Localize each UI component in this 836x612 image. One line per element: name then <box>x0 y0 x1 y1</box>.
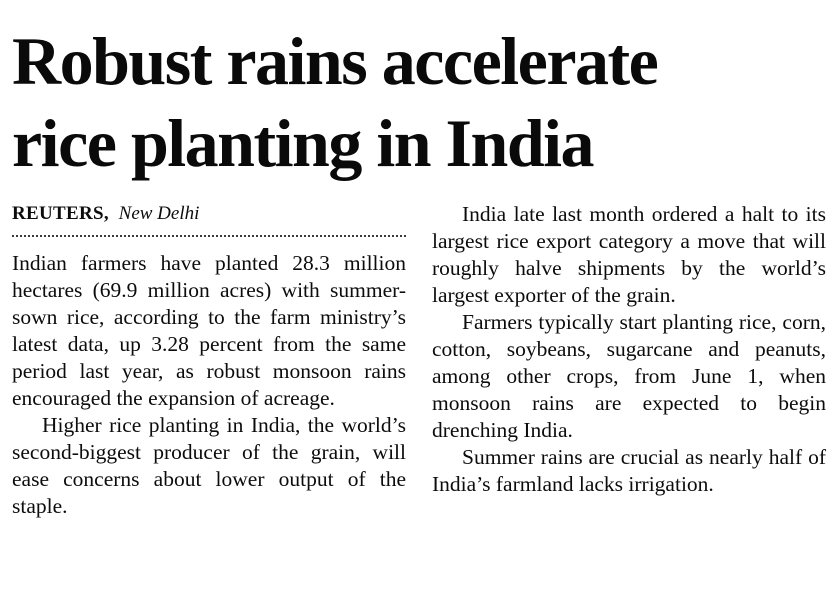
paragraph-right-1: India late last month ordered a halt to … <box>432 201 826 307</box>
paragraph-left-1: Indian farmers have planted 28.3 million… <box>12 250 406 410</box>
paragraph-left-2: Higher rice planting in India, the world… <box>12 412 406 518</box>
newspaper-article-page: Robust rains accelerate rice planting in… <box>12 20 826 520</box>
headline-line-1: Robust rains accelerate <box>12 23 659 99</box>
byline-source: REUTERS, <box>12 202 109 224</box>
headline-line-2: rice planting in India <box>12 105 595 182</box>
byline: REUTERS, New Delhi <box>12 201 406 226</box>
byline-location: New Delhi <box>118 202 200 224</box>
dotted-divider <box>12 234 406 237</box>
paragraph-right-3: Summer rains are crucial as nearly half … <box>432 444 826 496</box>
column-left: REUTERS, New Delhi Indian farmers have p… <box>12 201 406 520</box>
article-columns: REUTERS, New Delhi Indian farmers have p… <box>12 201 826 520</box>
article-headline: Robust rains accelerate rice planting in… <box>12 20 826 185</box>
column-right: India late last month ordered a halt to … <box>432 201 826 520</box>
paragraph-right-2: Farmers typically start planting rice, c… <box>432 309 826 442</box>
